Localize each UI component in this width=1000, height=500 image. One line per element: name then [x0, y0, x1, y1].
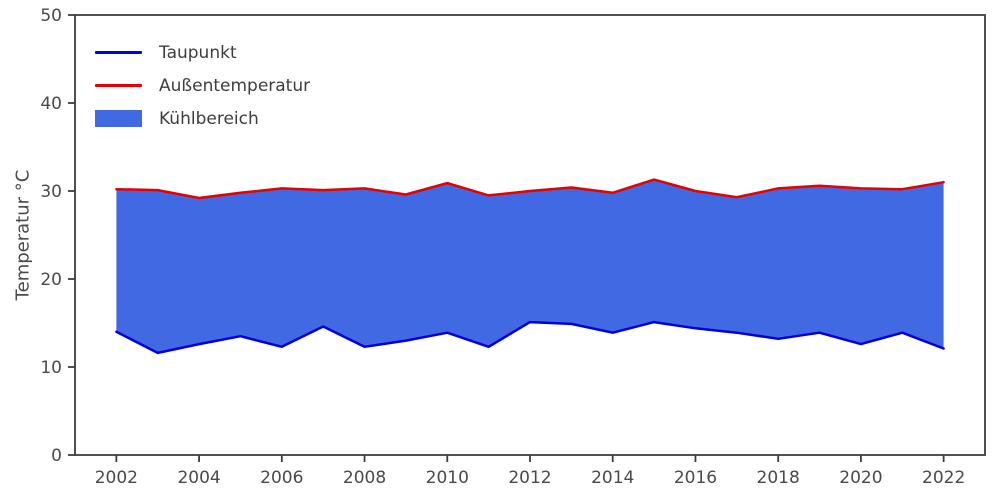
kuehlbereich-patch-swatch: [95, 110, 142, 127]
svg-text:2012: 2012: [508, 468, 551, 488]
legend: Taupunkt Außentemperatur Kühlbereich: [95, 36, 310, 135]
y-axis-label: Temperatur °C: [12, 169, 34, 301]
svg-text:10: 10: [40, 358, 62, 378]
svg-text:2010: 2010: [426, 468, 469, 488]
svg-text:0: 0: [51, 446, 62, 466]
legend-item-aussentemperatur: Außentemperatur: [95, 69, 310, 102]
svg-text:30: 30: [40, 182, 62, 202]
svg-text:2006: 2006: [260, 468, 303, 488]
svg-text:20: 20: [40, 270, 62, 290]
legend-item-kuehlbereich: Kühlbereich: [95, 102, 310, 135]
svg-text:50: 50: [40, 6, 62, 26]
svg-text:2008: 2008: [343, 468, 386, 488]
svg-text:2016: 2016: [674, 468, 717, 488]
svg-text:2014: 2014: [591, 468, 634, 488]
legend-item-taupunkt: Taupunkt: [95, 36, 310, 69]
svg-text:2004: 2004: [177, 468, 220, 488]
svg-text:40: 40: [40, 94, 62, 114]
legend-label-taupunkt: Taupunkt: [159, 42, 237, 63]
legend-label-kuehlbereich: Kühlbereich: [159, 108, 259, 129]
legend-label-aussentemperatur: Außentemperatur: [159, 75, 311, 96]
taupunkt-line-swatch: [95, 51, 142, 54]
aussentemperatur-line-swatch: [95, 84, 142, 87]
svg-text:2002: 2002: [95, 468, 138, 488]
svg-text:2020: 2020: [839, 468, 882, 488]
svg-text:2018: 2018: [757, 468, 800, 488]
svg-text:2022: 2022: [922, 468, 965, 488]
